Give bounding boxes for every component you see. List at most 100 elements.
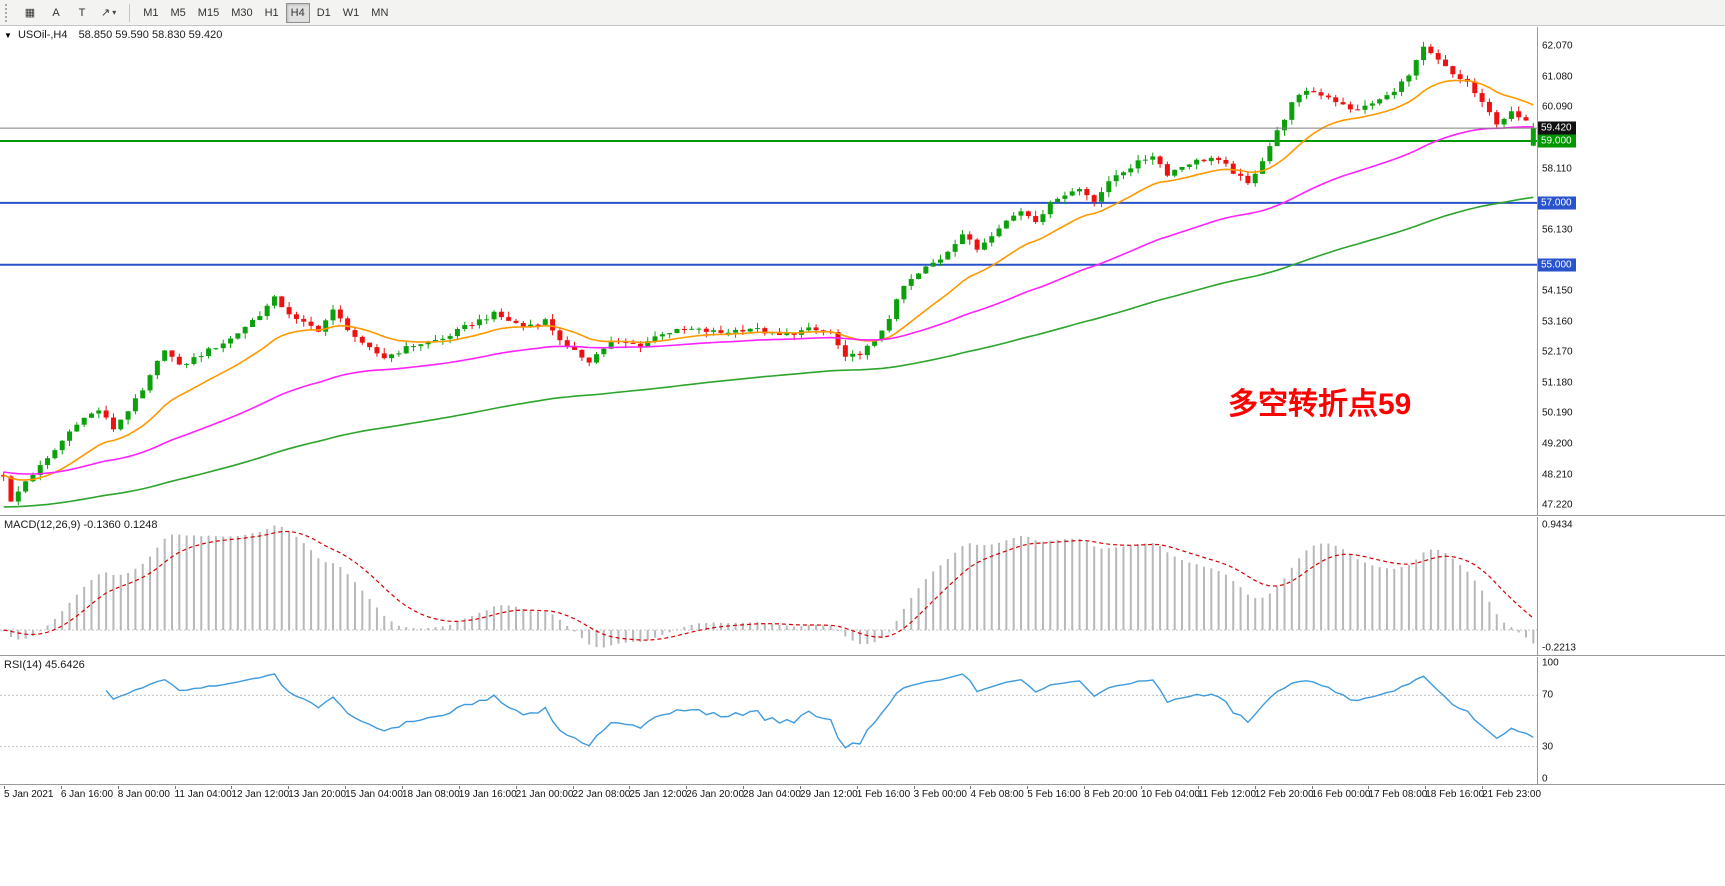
time-axis[interactable]: 5 Jan 2021 6 Jan 16:00 8 Jan 00:00 11 Jan 0… xyxy=(0,786,1725,802)
time-tick xyxy=(686,786,688,789)
price-axis-label: 47.220 xyxy=(1542,499,1573,511)
macd-chart[interactable] xyxy=(0,517,1537,656)
rsi-axis-label: 100 xyxy=(1542,657,1559,669)
time-axis-label: 10 Feb 04:00 xyxy=(1141,789,1200,800)
price-axis-label: 58.110 xyxy=(1542,163,1572,175)
time-axis-label: 16 Feb 00:00 xyxy=(1311,789,1371,800)
time-axis-label: 17 Feb 08:00 xyxy=(1368,789,1428,800)
toolbar: ▦ A T ↗ ▾ M1 M5 M15 M30 H1 H4 D1 W1 MN xyxy=(0,0,1725,26)
price-axis-label: 60.090 xyxy=(1542,101,1573,113)
text-label-icon: A xyxy=(52,6,60,19)
timeframe-button-M30[interactable]: M30 xyxy=(231,6,253,19)
price-axis-label: 48.210 xyxy=(1542,469,1573,481)
time-tick xyxy=(1197,786,1199,789)
time-tick xyxy=(288,786,290,789)
time-tick xyxy=(1084,786,1086,789)
hline-57-tag: 57.000 xyxy=(1538,196,1576,210)
time-axis-label: 18 Feb 16:00 xyxy=(1425,789,1485,800)
price-axis-label: 61.080 xyxy=(1542,71,1573,83)
chart-title: ▼ USOil-,H4 58.850 59.590 58.830 59.420 xyxy=(4,29,222,41)
macd-signal-line xyxy=(3,530,1534,641)
chart-annotation: 多空转折点59 xyxy=(1228,388,1412,421)
candles xyxy=(1,41,1536,506)
time-axis-label: 12 Feb 20:00 xyxy=(1254,789,1314,800)
time-tick xyxy=(231,786,233,789)
text-icon: T xyxy=(78,6,86,19)
price-chart-panel: ▼ USOil-,H4 58.850 59.590 58.830 59.420 … xyxy=(0,27,1725,516)
chart-grid-button[interactable]: ▦ xyxy=(18,3,42,23)
time-tick xyxy=(174,786,176,789)
rsi-axis-label: 30 xyxy=(1542,741,1554,753)
time-tick xyxy=(743,786,745,789)
arrow-tools-icon: ↗ xyxy=(101,7,111,19)
timeframe-button-H4[interactable]: H4 xyxy=(285,2,310,23)
time-tick xyxy=(458,786,460,789)
time-tick xyxy=(1425,786,1427,789)
collapse-triangle-icon[interactable]: ▼ xyxy=(4,31,12,40)
time-tick xyxy=(60,786,62,789)
macd-label: MACD(12,26,9) -0.1360 0.1248 xyxy=(4,519,158,531)
time-tick xyxy=(799,786,801,789)
chart-symbol: USOil-,H4 xyxy=(17,29,68,41)
time-tick xyxy=(1141,786,1142,789)
time-axis-label: 8 Jan 00:00 xyxy=(117,789,170,800)
time-tick xyxy=(345,786,347,789)
toolbar-grip[interactable] xyxy=(5,3,12,22)
text-label-button[interactable]: A xyxy=(44,3,68,23)
rsi-line xyxy=(105,673,1534,749)
price-axis-label: 51.180 xyxy=(1542,377,1573,389)
time-tick xyxy=(1254,786,1256,789)
time-axis-label: 6 Jan 16:00 xyxy=(60,789,114,800)
price-axis[interactable]: 62.070 61.080 60.090 58.110 56.130 54.150 53.1… xyxy=(1537,27,1725,515)
rsi-axis-label: 70 xyxy=(1542,689,1554,701)
rsi-chart[interactable] xyxy=(0,657,1537,785)
time-axis-label: 5 Jan 2021 xyxy=(4,789,54,800)
time-axis-label: 12 Jan 12:00 xyxy=(231,789,290,800)
macd-axis[interactable]: 0.9434 -0.2213 xyxy=(1537,517,1725,655)
timeframe-button-MN[interactable]: MN xyxy=(371,6,389,19)
time-axis-label: 11 Feb 12:00 xyxy=(1197,789,1257,800)
time-axis-label: 13 Jan 20:00 xyxy=(288,789,347,800)
chart-grid-icon: ▦ xyxy=(24,7,36,19)
time-tick xyxy=(970,786,972,789)
macd-axis-max: 0.9434 xyxy=(1542,519,1573,531)
timeframe-button-M5[interactable]: M5 xyxy=(170,6,186,19)
ma-slow-line xyxy=(3,196,1534,508)
time-tick xyxy=(1311,786,1313,789)
time-axis-label: 5 Feb 16:00 xyxy=(1027,789,1081,800)
time-axis-label: 8 Feb 20:00 xyxy=(1084,789,1138,800)
timeframe-button-W1[interactable]: W1 xyxy=(342,6,360,19)
price-axis-label: 50.190 xyxy=(1542,407,1573,419)
timeframe-button-D1[interactable]: D1 xyxy=(316,6,331,19)
time-axis-label: 22 Jan 08:00 xyxy=(572,789,631,800)
time-axis-label: 11 Jan 04:00 xyxy=(174,789,232,800)
time-axis-label: 26 Jan 20:00 xyxy=(686,789,745,800)
time-axis-label: 28 Jan 04:00 xyxy=(743,789,801,800)
arrow-tools-button[interactable]: ↗ ▾ xyxy=(96,3,121,23)
timeframe-button-M15[interactable]: M15 xyxy=(197,6,220,19)
ma-mid-line xyxy=(3,125,1534,475)
time-tick xyxy=(515,786,517,789)
macd-histogram xyxy=(2,525,1535,648)
timeframe-button-M1[interactable]: M1 xyxy=(143,6,159,19)
time-axis-label: 1 Feb 16:00 xyxy=(856,789,911,800)
rsi-label: RSI(14) 45.6426 xyxy=(4,659,85,671)
time-axis-label: 25 Jan 12:00 xyxy=(629,789,688,800)
time-axis-label: 19 Jan 16:00 xyxy=(458,789,517,800)
chart-ohlc: 58.850 59.590 58.830 59.420 xyxy=(78,29,223,41)
time-tick xyxy=(1482,786,1484,789)
time-axis-label: 21 Feb 23:00 xyxy=(1482,789,1542,800)
macd-panel: MACD(12,26,9) -0.1360 0.1248 0.9434 -0.2… xyxy=(0,517,1725,656)
timeframe-buttons: M1 M5 M15 M30 H1 H4 D1 W1 MN xyxy=(137,2,394,23)
time-axis-label: 4 Feb 08:00 xyxy=(970,789,1024,800)
price-axis-label: 53.160 xyxy=(1542,316,1573,328)
time-axis-label: 15 Jan 04:00 xyxy=(345,789,403,800)
text-button[interactable]: T xyxy=(70,3,94,23)
rsi-panel: RSI(14) 45.6426 100 70 30 0 xyxy=(0,657,1725,785)
price-axis-label: 54.150 xyxy=(1542,285,1573,297)
candlestick-chart[interactable] xyxy=(0,27,1537,516)
rsi-axis[interactable]: 100 70 30 0 xyxy=(1537,657,1725,785)
hline-59-tag: 59.000 xyxy=(1538,134,1576,148)
timeframe-button-H1[interactable]: H1 xyxy=(264,6,279,19)
